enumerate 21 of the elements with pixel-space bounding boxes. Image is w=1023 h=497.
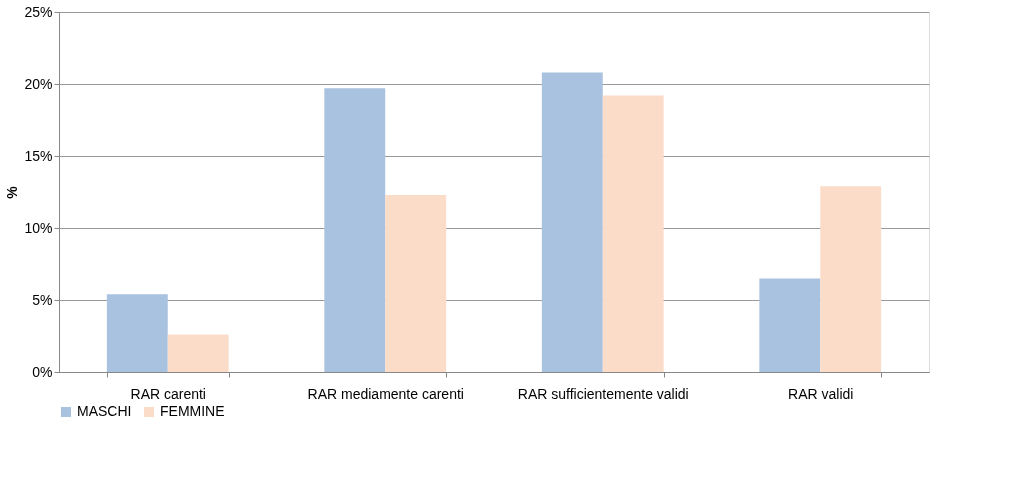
- bar: [385, 194, 447, 372]
- bar: [820, 186, 882, 372]
- y-tick-label: 0%: [32, 363, 53, 380]
- bar: [541, 72, 603, 372]
- y-tick-label: 10%: [24, 219, 53, 236]
- legend-label: FEMMINE: [160, 403, 225, 419]
- y-axis-title: %: [4, 185, 21, 199]
- y-tick-label: 15%: [24, 147, 53, 164]
- y-tick-label: 25%: [24, 3, 53, 20]
- legend-label: MASCHI: [77, 403, 132, 419]
- y-tick-label: 20%: [24, 75, 53, 92]
- x-tick-label: RAR validi: [788, 385, 854, 402]
- y-tick-label: 5%: [32, 291, 53, 308]
- bar: [324, 88, 386, 372]
- x-tick-label: RAR sufficientemente validi: [517, 385, 689, 402]
- bar: [602, 95, 664, 372]
- bar: [759, 278, 821, 372]
- x-tick-label: RAR carenti: [130, 385, 206, 402]
- bar: [106, 294, 168, 372]
- x-tick-label: RAR mediamente carenti: [307, 385, 464, 402]
- bar: [167, 334, 229, 372]
